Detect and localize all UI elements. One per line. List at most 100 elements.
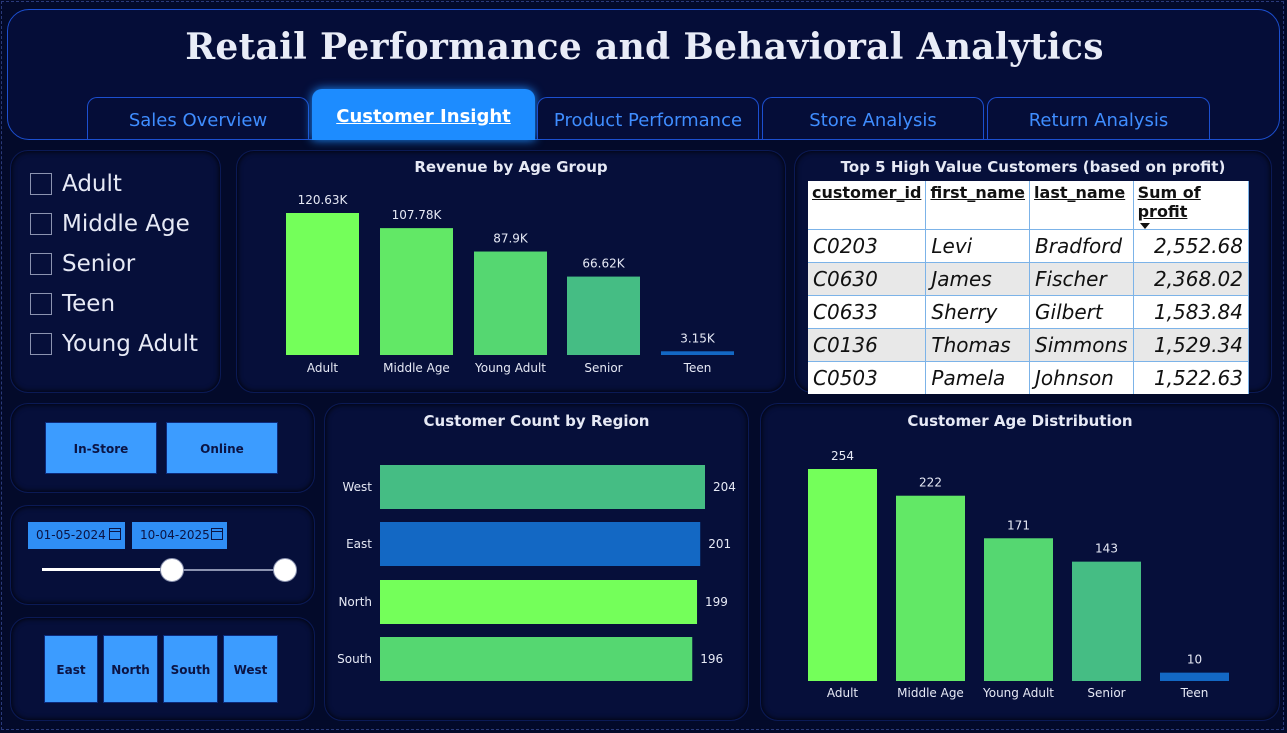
region-button-west[interactable]: West: [223, 635, 278, 703]
checkbox-box[interactable]: [30, 333, 52, 355]
age-dist-chart-title: Customer Age Distribution: [907, 412, 1133, 430]
slider-handle-start[interactable]: [160, 558, 184, 582]
cell-last-name: Johnson: [1029, 361, 1134, 394]
tick-label: North: [338, 595, 372, 609]
bar: [896, 495, 965, 681]
bar: [380, 522, 701, 566]
end-date-value: 10-04-2025: [140, 528, 210, 542]
bar: [380, 637, 693, 681]
table-row[interactable]: C0630 James Fischer 2,368.02: [808, 262, 1250, 296]
bar: [380, 580, 698, 624]
bar: [984, 538, 1053, 681]
bar: [661, 351, 734, 355]
data-label: 204: [713, 480, 736, 494]
tick-label: West: [342, 480, 372, 494]
cell-customer-id: C0203: [808, 229, 927, 263]
tick-label: Young Adult: [474, 361, 546, 375]
checkbox-senior[interactable]: Senior: [30, 251, 135, 277]
checkbox-label: Young Adult: [62, 331, 199, 357]
cell-customer-id: C0630: [808, 262, 927, 296]
data-label: 254: [831, 449, 854, 463]
checkbox-box[interactable]: [30, 173, 52, 195]
tab-return-analysis[interactable]: Return Analysis: [987, 97, 1210, 139]
data-label: 107.78K: [392, 208, 443, 222]
tick-label: Teen: [1180, 686, 1209, 700]
calendar-icon[interactable]: [109, 528, 121, 540]
col-last-name[interactable]: last_name: [1029, 181, 1134, 230]
bar: [1072, 561, 1141, 681]
tab-customer-insight[interactable]: Customer Insight: [312, 89, 535, 140]
col-sum-of-profit[interactable]: Sum of profit: [1133, 181, 1250, 230]
data-label: 87.9K: [493, 232, 529, 246]
cell-customer-id: C0503: [808, 361, 927, 394]
data-label: 143: [1095, 542, 1118, 556]
data-label: 201: [708, 537, 731, 551]
region-button-east[interactable]: East: [44, 635, 98, 703]
checkbox-label: Senior: [62, 251, 136, 277]
tick-label: South: [337, 652, 372, 666]
table-row[interactable]: C0503 Pamela Johnson 1,522.63: [808, 361, 1250, 394]
checkbox-middle-age[interactable]: Middle Age: [30, 211, 190, 237]
region-button-south[interactable]: South: [163, 635, 218, 703]
data-label: 171: [1007, 518, 1030, 532]
checkbox-label: Middle Age: [62, 211, 190, 237]
page-title: Retail Performance and Behavioral Analyt…: [185, 26, 1104, 68]
tick-label: Teen: [683, 361, 712, 375]
cell-profit: 1,522.63: [1133, 361, 1250, 394]
tick-label: Middle Age: [897, 686, 964, 700]
cell-profit: 2,368.02: [1133, 262, 1250, 296]
revenue-chart-title: Revenue by Age Group: [414, 158, 608, 176]
checkbox-young-adult[interactable]: Young Adult: [30, 331, 198, 357]
cell-customer-id: C0136: [808, 328, 927, 362]
data-label: 120.63K: [298, 193, 349, 207]
table-header-row: customer_id first_name last_name Sum of …: [808, 181, 1250, 230]
cell-profit: 1,583.84: [1133, 295, 1250, 329]
data-label: 222: [919, 476, 942, 490]
sort-desc-icon: [1139, 223, 1150, 229]
region-button-north[interactable]: North: [103, 635, 158, 703]
tick-label: Young Adult: [982, 686, 1054, 700]
slider-handle-end[interactable]: [273, 558, 297, 582]
start-date-input[interactable]: 01-05-2024: [28, 522, 125, 549]
col-sum-of-profit-label: Sum of profit: [1137, 183, 1201, 221]
start-date-value: 01-05-2024: [36, 528, 106, 542]
in-store-button[interactable]: In-Store: [45, 422, 157, 474]
checkbox-teen[interactable]: Teen: [30, 291, 115, 317]
data-label: 199: [705, 595, 728, 609]
checkbox-box[interactable]: [30, 253, 52, 275]
col-first-name[interactable]: first_name: [925, 181, 1031, 230]
slider-track-selected: [42, 568, 172, 571]
checkbox-label: Teen: [62, 291, 116, 317]
cell-customer-id: C0633: [808, 295, 927, 329]
data-label: 196: [700, 652, 723, 666]
bar: [380, 228, 453, 355]
cell-first-name: James: [925, 262, 1031, 296]
top-customers-table: customer_id first_name last_name Sum of …: [808, 181, 1250, 394]
bar: [1160, 672, 1229, 681]
tick-label: Senior: [1087, 686, 1125, 700]
bar: [808, 469, 877, 681]
cell-last-name: Simmons: [1029, 328, 1134, 362]
table-row[interactable]: C0203 Levi Bradford 2,552.68: [808, 229, 1250, 263]
checkbox-box[interactable]: [30, 293, 52, 315]
customer-count-by-region-chart: West 204 East 201 North 199 South 196: [337, 465, 736, 681]
end-date-input[interactable]: 10-04-2025: [132, 522, 227, 549]
tab-sales-overview[interactable]: Sales Overview: [87, 97, 309, 139]
tab-product-performance[interactable]: Product Performance: [537, 97, 759, 139]
table-row[interactable]: C0136 Thomas Simmons 1,529.34: [808, 328, 1250, 362]
checkbox-box[interactable]: [30, 213, 52, 235]
cell-last-name: Fischer: [1029, 262, 1134, 296]
table-row[interactable]: C0633 Sherry Gilbert 1,583.84: [808, 295, 1250, 329]
calendar-icon[interactable]: [211, 528, 223, 540]
checkbox-adult[interactable]: Adult: [30, 171, 122, 197]
data-label: 10: [1187, 653, 1202, 667]
tab-store-analysis[interactable]: Store Analysis: [762, 97, 984, 139]
col-customer-id[interactable]: customer_id: [808, 181, 927, 230]
cell-first-name: Sherry: [925, 295, 1031, 329]
online-button[interactable]: Online: [166, 422, 278, 474]
cell-first-name: Pamela: [925, 361, 1031, 394]
cell-profit: 1,529.34: [1133, 328, 1250, 362]
top-customers-title: Top 5 High Value Customers (based on pro…: [840, 158, 1226, 176]
region-chart-title: Customer Count by Region: [423, 412, 650, 430]
